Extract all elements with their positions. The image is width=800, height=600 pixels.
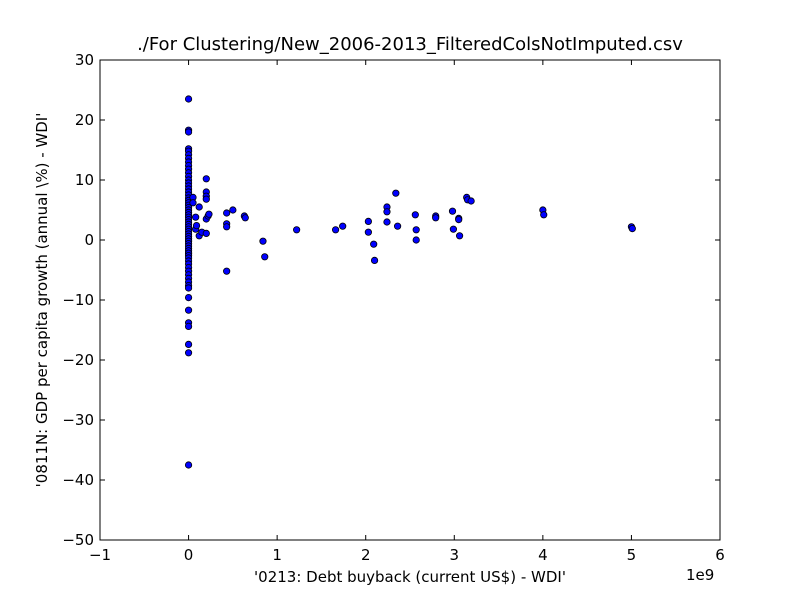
y-tick-label: −10 (62, 291, 94, 309)
data-point (293, 226, 301, 234)
x-tick-label: 3 (450, 546, 460, 564)
y-tick-label: 10 (75, 171, 94, 189)
data-point (448, 207, 457, 215)
x-tick-label: −1 (89, 546, 111, 564)
data-point (184, 349, 193, 357)
data-point (432, 214, 440, 222)
data-point (195, 203, 203, 211)
data-point (383, 208, 391, 216)
data-point (184, 322, 193, 330)
data-point (223, 267, 231, 275)
data-point (339, 222, 347, 230)
y-axis-label: '0811N: GDP per capita growth (annual \%… (33, 112, 51, 488)
data-point (412, 236, 420, 244)
x-tick-label: 2 (361, 546, 371, 564)
y-tick-label: 0 (84, 231, 94, 249)
data-point (261, 253, 269, 261)
y-tick-label: −30 (62, 411, 94, 429)
x-tick-label: 0 (184, 546, 194, 564)
data-point (455, 232, 464, 240)
points-layer (184, 95, 636, 469)
y-tick-label: 20 (75, 111, 94, 129)
data-point (189, 199, 197, 207)
data-point (202, 175, 210, 183)
data-point (628, 225, 636, 233)
data-point (467, 197, 475, 205)
x-axis-label: '0213: Debt buyback (current US$) - WDI' (254, 568, 566, 586)
y-tick-label: −40 (62, 471, 94, 489)
axes-frame (99, 59, 721, 541)
y-tick-label: −20 (62, 351, 94, 369)
x-tick-label: 4 (538, 546, 548, 564)
data-point (184, 293, 193, 302)
data-point (192, 213, 200, 221)
data-point (411, 211, 419, 219)
data-point (455, 216, 463, 224)
data-point (184, 461, 193, 469)
data-point (241, 214, 249, 222)
data-point (202, 195, 210, 203)
data-point (184, 284, 193, 292)
data-point (223, 209, 231, 217)
y-tick-label: 30 (75, 51, 94, 69)
data-point (449, 225, 457, 233)
data-point (184, 128, 193, 136)
data-point (392, 189, 400, 197)
y-tick-label: −50 (62, 531, 94, 549)
data-point (412, 226, 420, 234)
data-point (393, 222, 402, 230)
x-axis-offset-label: 1e9 (686, 566, 715, 584)
data-point (229, 206, 237, 214)
data-point (202, 229, 210, 237)
data-point (370, 240, 378, 248)
data-point (223, 223, 231, 231)
data-point (184, 306, 193, 314)
data-point (370, 256, 379, 264)
data-point (184, 340, 193, 348)
data-point (540, 211, 548, 219)
data-point (259, 237, 267, 245)
data-point (364, 217, 372, 225)
data-point (383, 218, 391, 226)
data-point (331, 226, 340, 234)
chart-title: ./For Clustering/New_2006-2013_FilteredC… (137, 34, 683, 55)
x-tick-label: 5 (627, 546, 637, 564)
data-point (192, 222, 201, 230)
data-point (364, 228, 372, 236)
x-tick-label: 6 (715, 546, 725, 564)
data-point (205, 210, 213, 218)
data-point (184, 95, 193, 103)
x-tick-label: 1 (272, 546, 282, 564)
